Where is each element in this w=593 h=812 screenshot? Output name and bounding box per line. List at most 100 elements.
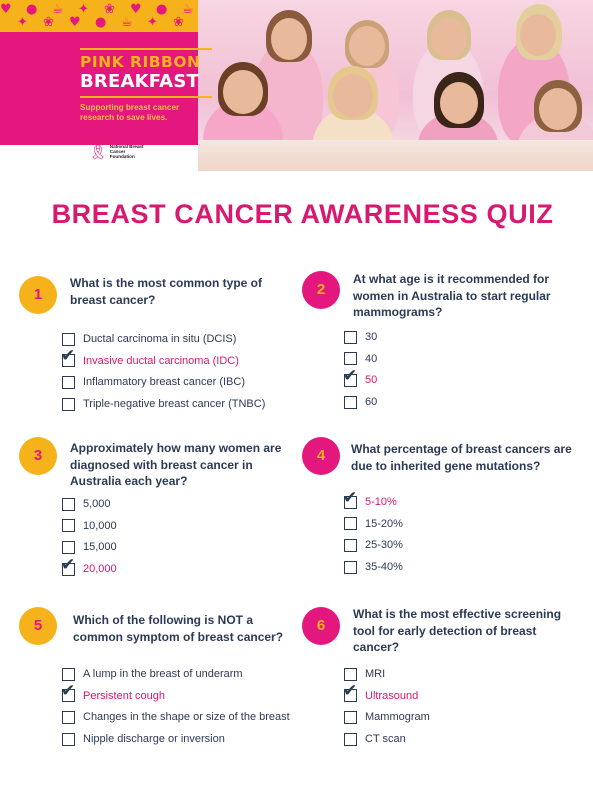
answer-checkbox[interactable]: ✔ <box>61 683 75 703</box>
answer-option-label: Triple-negative breast cancer (TNBC) <box>83 398 266 411</box>
answer-option-label: 50 <box>365 374 378 387</box>
answer-option-label: 10,000 <box>83 519 117 532</box>
brand-line1: PINK RIBBON <box>80 53 201 71</box>
answer-checkbox[interactable] <box>62 540 75 554</box>
answer-option-label: 5,000 <box>83 498 111 510</box>
question-number-badge: 2 <box>302 271 340 309</box>
answer-option-label: 25-30% <box>365 539 403 552</box>
answer-option[interactable]: ✔ Ultrasound <box>343 683 419 704</box>
ribbon-icon: 🎗︎ <box>89 143 107 160</box>
answer-checkbox[interactable]: ✔ <box>343 367 357 387</box>
answer-option[interactable]: ✔ Invasive ductal carcinoma (IDC) <box>61 348 239 369</box>
answer-option[interactable]: Changes in the shape or size of the brea… <box>62 709 290 725</box>
answer-option[interactable]: Ductal carcinoma in situ (DCIS) <box>62 331 236 347</box>
answer-option[interactable]: CT scan <box>344 731 406 747</box>
answer-checkbox[interactable] <box>62 710 75 724</box>
answer-option[interactable]: ✔ Persistent cough <box>61 683 165 704</box>
answer-option[interactable]: ✔ 20,000 <box>61 556 117 577</box>
question-number-badge: 6 <box>302 607 340 645</box>
answer-checkbox[interactable] <box>62 397 75 411</box>
answer-option[interactable]: 15-20% <box>344 516 403 532</box>
answer-option[interactable]: A lump in the breast of underarm <box>62 666 243 682</box>
pattern-decoration-icon: ❀ <box>43 15 54 30</box>
question-text: Approximately how many women are diagnos… <box>70 441 282 488</box>
answer-option-label: MRI <box>365 668 386 680</box>
answer-checkbox[interactable] <box>62 375 75 389</box>
answer-option-label: 40 <box>365 352 378 365</box>
answer-option[interactable]: 15,000 <box>62 539 117 555</box>
answer-option-label: Nipple discharge or inversion <box>83 733 225 746</box>
answer-option-label: Persistent cough <box>83 689 165 702</box>
foundation-name: National Breast Cancer Foundation <box>109 144 144 159</box>
answer-option-label: 15,000 <box>83 541 117 554</box>
pattern-decoration-icon: ● <box>156 2 168 17</box>
answer-option[interactable]: 60 <box>344 394 377 410</box>
answer-checkbox[interactable] <box>62 332 75 346</box>
pattern-decoration-icon: ● <box>95 15 107 30</box>
question-text: At what age is it recommended for women … <box>353 272 551 319</box>
question-number-badge: 3 <box>19 437 57 475</box>
pattern-decoration-icon: ♥ <box>69 15 81 30</box>
pattern-decoration-icon: ● <box>26 2 38 17</box>
answer-checkbox[interactable] <box>62 519 75 533</box>
pattern-decoration-icon: ♥ <box>130 2 142 17</box>
answer-checkbox[interactable]: ✔ <box>61 348 75 368</box>
question-text: What percentage of breast cancers are du… <box>351 442 572 473</box>
pattern-decoration-icon: ✦ <box>78 2 89 17</box>
answer-option-label: 35-40% <box>365 561 403 574</box>
checkmark-icon: ✔ <box>61 346 76 367</box>
answer-option-label: Ultrasound <box>365 689 419 702</box>
answer-option-label: A lump in the breast of underarm <box>83 668 243 680</box>
answer-option-label: Inflammatory breast cancer (IBC) <box>83 376 245 389</box>
answer-checkbox[interactable] <box>62 732 75 746</box>
brand-logo: PINK RIBBON BREAKFAST Supporting breast … <box>80 48 212 123</box>
answer-checkbox[interactable] <box>344 395 357 409</box>
answer-checkbox[interactable] <box>62 497 75 511</box>
banner: ♥✦●❀☕♥✦●❀☕♥✦●❀☕♥✦●❀☕♥✦●❀☕♥✦●❀☕♥✦●❀☕♥✦●❀☕… <box>0 0 593 171</box>
answer-option[interactable]: ✔ 50 <box>343 367 378 388</box>
pattern-decoration-icon: ❀ <box>104 2 115 17</box>
answer-option[interactable]: 30 <box>344 329 377 345</box>
answer-option-label: Mammogram <box>365 711 430 724</box>
pattern-decoration-icon: ☕ <box>182 2 194 17</box>
checkmark-icon: ✔ <box>343 681 358 702</box>
answer-checkbox[interactable] <box>344 538 357 552</box>
question-number-badge: 4 <box>302 437 340 475</box>
answer-checkbox[interactable] <box>344 330 357 344</box>
question-text: What is the most common type of breast c… <box>70 276 263 307</box>
answer-option[interactable]: ✔ 5-10% <box>343 489 397 510</box>
answer-option[interactable]: Mammogram <box>344 709 430 725</box>
answer-option[interactable]: Inflammatory breast cancer (IBC) <box>62 374 245 390</box>
pattern-decoration-icon: ☕ <box>52 2 64 17</box>
answer-option[interactable]: 25-30% <box>344 537 403 553</box>
answer-checkbox[interactable]: ✔ <box>343 683 357 703</box>
pattern-decoration-icon: ✦ <box>17 15 28 30</box>
answer-option[interactable]: MRI <box>344 666 385 682</box>
answer-checkbox[interactable] <box>344 732 357 746</box>
quiz-title: BREAST CANCER AWARENESS QUIZ <box>51 199 554 229</box>
answer-option[interactable]: 5,000 <box>62 496 111 512</box>
answer-option-label: Ductal carcinoma in situ (DCIS) <box>83 333 237 345</box>
answer-option[interactable]: 35-40% <box>344 559 403 575</box>
answer-checkbox[interactable] <box>344 710 357 724</box>
group-photo <box>198 0 593 171</box>
answer-option[interactable]: Nipple discharge or inversion <box>62 731 225 747</box>
answer-checkbox[interactable] <box>344 560 357 574</box>
answer-checkbox[interactable] <box>344 667 357 681</box>
answer-checkbox[interactable] <box>62 667 75 681</box>
answer-option[interactable]: 40 <box>344 351 377 367</box>
pattern-decoration-icon: ❀ <box>173 15 184 30</box>
answer-checkbox[interactable]: ✔ <box>61 556 75 576</box>
pattern-decoration-icon: ☕ <box>121 15 133 30</box>
answer-checkbox[interactable] <box>344 517 357 531</box>
answer-checkbox[interactable] <box>344 352 357 366</box>
brand-tagline: Supporting breast cancer research to sav… <box>80 103 180 122</box>
answer-checkbox[interactable]: ✔ <box>343 489 357 509</box>
answer-option-label: 30 <box>365 331 378 343</box>
answer-option-label: 5-10% <box>365 496 397 508</box>
answer-option[interactable]: 10,000 <box>62 518 117 534</box>
answer-option[interactable]: Triple-negative breast cancer (TNBC) <box>62 396 265 412</box>
brand-line2: BREAKFAST <box>80 71 199 92</box>
answer-option-label: 15-20% <box>365 517 403 530</box>
answer-option-label: CT scan <box>365 733 406 746</box>
